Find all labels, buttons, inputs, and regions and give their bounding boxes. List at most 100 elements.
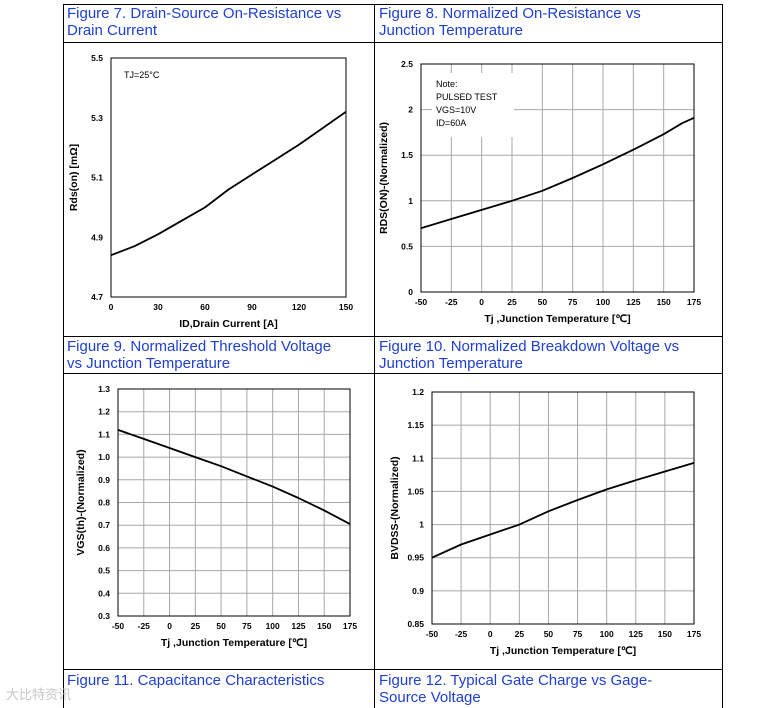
x-tick-label: 75 [568, 297, 578, 307]
x-tick-label: -50 [112, 621, 125, 631]
fig8-note-line: ID=60A [436, 118, 466, 128]
x-tick-label: 175 [687, 297, 701, 307]
table-row-divider [63, 669, 723, 670]
caption-line: Figure 11. Capacitance Characteristics [67, 672, 325, 689]
x-tick-label: -25 [455, 629, 468, 639]
y-tick-label: 2.5 [401, 59, 413, 69]
x-tick-label: 60 [200, 302, 210, 312]
x-tick-label: 175 [687, 629, 701, 639]
plot-frame [431, 391, 695, 625]
x-tick-label: 0 [109, 302, 114, 312]
y-tick-label: 1 [419, 520, 424, 530]
x-tick-label: 100 [266, 621, 280, 631]
y-tick-label: 4.7 [91, 292, 103, 302]
y-tick-label: 0.5 [98, 566, 110, 576]
caption-line: Figure 9. Normalized Threshold Voltage [67, 338, 332, 355]
x-tick-label: 150 [658, 629, 672, 639]
y-tick-label: 5.3 [91, 113, 103, 123]
table-border-left [63, 4, 64, 708]
x-tick-label: 25 [507, 297, 517, 307]
y-tick-label: 0.8 [98, 498, 110, 508]
x-tick-label: 50 [538, 297, 548, 307]
x-tick-label: -50 [415, 297, 428, 307]
y-tick-label: 2 [408, 105, 413, 115]
fig8-note-line: VGS=10V [436, 105, 476, 115]
x-tick-label: 100 [600, 629, 614, 639]
chart-figure-8: -50 -25 0 25 50 75 100 125 150 175 0 0.5 1 1.5 2 2.5 Tj … [378, 59, 701, 325]
figure-12-caption: Figure 12. Typical Gate Charge vs Gage- … [379, 672, 652, 706]
chart-figure-9: -50 -25 0 25 50 75 100 125 150 175 0.3 0.4 0.5 0.6 0.7… [75, 384, 357, 649]
x-tick-label: 50 [216, 621, 226, 631]
x-tick-label: 100 [596, 297, 610, 307]
plot-frame [420, 63, 695, 293]
y-tick-label: 0.4 [98, 588, 110, 598]
fig8-note-box [432, 73, 514, 137]
x-axis-title: Tj ,Junction Temperature [℃] [484, 313, 630, 325]
x-tick-label: 0 [167, 621, 172, 631]
y-axis-title: Rds(on) [mΩ] [68, 144, 80, 211]
y-tick-label: 0.6 [98, 543, 110, 553]
y-tick-label: 1.2 [98, 407, 110, 417]
y-tick-label: 0.9 [98, 475, 110, 485]
table-border-right [722, 4, 723, 708]
x-axis-title: Tj ,Junction Temperature [℃] [490, 645, 636, 657]
caption-line: Figure 10. Normalized Breakdown Voltage … [379, 338, 680, 355]
y-tick-label: 5.5 [91, 53, 103, 63]
x-tick-label: 90 [247, 302, 257, 312]
series-line [431, 462, 695, 559]
caption-line: Figure 7. Drain-Source On-Resistance vs [67, 5, 342, 22]
y-tick-label: 0 [408, 287, 413, 297]
chart-figure-7: 0 30 60 90 120 150 4.7 4.9 5.1 5.3 5.5 ID,Drain Cur… [68, 53, 353, 330]
caption-line: Figure 12. Typical Gate Charge vs Gage- [379, 672, 653, 689]
x-tick-label: 125 [629, 629, 643, 639]
x-tick-label: 0 [479, 297, 484, 307]
y-tick-label: 1.05 [407, 486, 424, 496]
x-tick-label: -25 [445, 297, 458, 307]
caption-line: Drain Current [67, 22, 158, 39]
y-tick-label: 1.1 [412, 453, 424, 463]
caption-line: vs Junction Temperature [67, 355, 231, 372]
series-line [110, 111, 347, 257]
x-tick-label: 75 [242, 621, 252, 631]
figure-table [63, 4, 723, 708]
x-tick-label: 175 [343, 621, 357, 631]
y-axis-title: VGS(th)-(Normalized) [75, 449, 87, 555]
x-tick-label: 150 [317, 621, 331, 631]
x-tick-label: 50 [544, 629, 554, 639]
caption-line: Junction Temperature [379, 355, 523, 372]
x-tick-label: 30 [153, 302, 163, 312]
fig7-annotation: TJ=25°C [124, 70, 160, 80]
x-tick-label: 25 [191, 621, 201, 631]
table-border-top [63, 4, 723, 5]
watermark: 大比特资讯 [6, 687, 72, 702]
chart-figure-10: -50 -25 0 25 50 75 100 125 150 175 0.85 0.9 0.95 1 1.0… [389, 387, 701, 657]
caption-line: Source Voltage [379, 689, 481, 706]
x-axis-title: Tj ,Junction Temperature [℃] [161, 637, 307, 649]
figure-11-caption: Figure 11. Capacitance Characteristics [67, 672, 324, 689]
plot-frame [110, 57, 347, 298]
table-row-divider [63, 336, 723, 337]
y-axis-title: BVDSS-(Normalized) [389, 456, 401, 559]
x-tick-label: 0 [488, 629, 493, 639]
fig8-note-line: PULSED TEST [436, 92, 498, 102]
y-tick-label: 0.7 [98, 520, 110, 530]
x-tick-label: 125 [626, 297, 640, 307]
y-tick-label: 1.15 [407, 420, 424, 430]
y-tick-label: 1 [408, 196, 413, 206]
x-tick-label: 120 [292, 302, 306, 312]
y-axis-title: RDS(ON)-(Normalized) [378, 122, 390, 234]
figure-9-caption: Figure 9. Normalized Threshold Voltage v… [67, 338, 331, 372]
y-tick-label: 1.3 [98, 384, 110, 394]
x-tick-label: -25 [138, 621, 151, 631]
y-tick-label: 0.5 [401, 241, 413, 251]
y-tick-label: 4.9 [91, 232, 103, 242]
series-line [420, 116, 695, 230]
y-tick-label: 1.1 [98, 429, 110, 439]
y-tick-label: 5.1 [91, 173, 103, 183]
x-tick-label: 125 [291, 621, 305, 631]
table-border-middle [374, 4, 375, 708]
x-tick-label: 25 [515, 629, 525, 639]
plot-frame [117, 388, 351, 617]
fig8-note: Note: PULSED TEST VGS=10V ID=60A [432, 73, 514, 137]
